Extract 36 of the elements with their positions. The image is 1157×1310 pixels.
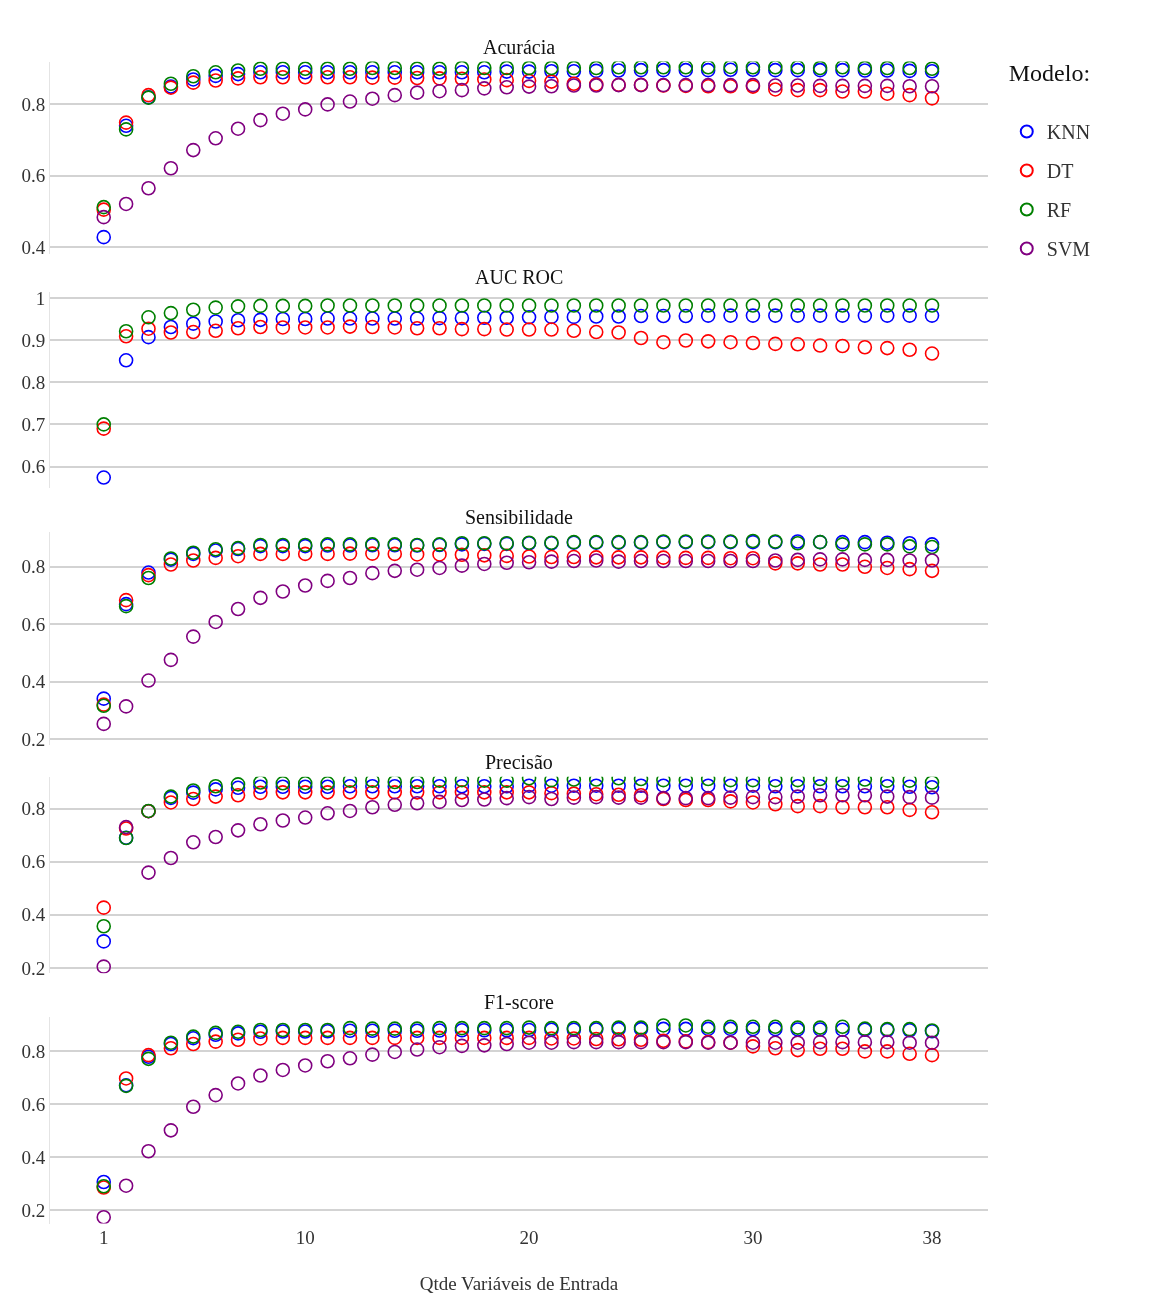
- y-tick-label: 0.8: [21, 371, 46, 393]
- y-tick-label: 0.7: [21, 414, 46, 436]
- y-tick-label: 0.8: [21, 94, 46, 116]
- legend-label: DT: [1046, 160, 1074, 183]
- y-tick-label: 0.4: [21, 671, 46, 693]
- y-tick-label: 0.4: [21, 904, 46, 926]
- y-tick-label: 0.2: [21, 957, 46, 979]
- y-tick-label: 0.8: [21, 798, 46, 820]
- y-tick-label: 0.6: [21, 1094, 46, 1116]
- y-tick-label: 0.6: [21, 851, 46, 873]
- y-tick-label: 0.2: [21, 728, 46, 750]
- y-tick-label: 0.9: [21, 329, 46, 351]
- legend-label: SVM: [1046, 238, 1091, 261]
- y-tick-label: 1: [35, 287, 46, 309]
- x-tick-label: 38: [922, 1226, 942, 1248]
- chart-title: Precisão: [485, 751, 553, 773]
- y-tick-label: 0.6: [21, 613, 46, 635]
- y-tick-label: 0.4: [21, 1147, 46, 1168]
- y-tick-label: 0.6: [21, 165, 46, 187]
- legend-title: Modelo:: [1008, 59, 1091, 86]
- chart-title: AUC ROC: [475, 266, 564, 288]
- chart-title: Acurácia: [483, 36, 556, 58]
- x-axis-title: Qtde Variáveis de Entrada: [419, 1273, 619, 1295]
- legend-label: KNN: [1046, 121, 1091, 144]
- x-tick-label: 20: [519, 1226, 539, 1248]
- y-tick-label: 0.8: [21, 556, 46, 578]
- chart-title: Sensibilidade: [465, 506, 573, 528]
- chart-title: F1-score: [484, 991, 555, 1013]
- x-tick-label: 1: [98, 1226, 109, 1248]
- x-tick-label: 10: [295, 1226, 315, 1248]
- y-tick-label: 0.2: [21, 1199, 46, 1221]
- y-tick-label: 0.4: [21, 236, 46, 258]
- legend-label: RF: [1046, 199, 1072, 222]
- x-tick-label: 30: [743, 1226, 763, 1248]
- y-tick-label: 0.6: [21, 456, 46, 478]
- y-tick-label: 0.8: [21, 1041, 46, 1063]
